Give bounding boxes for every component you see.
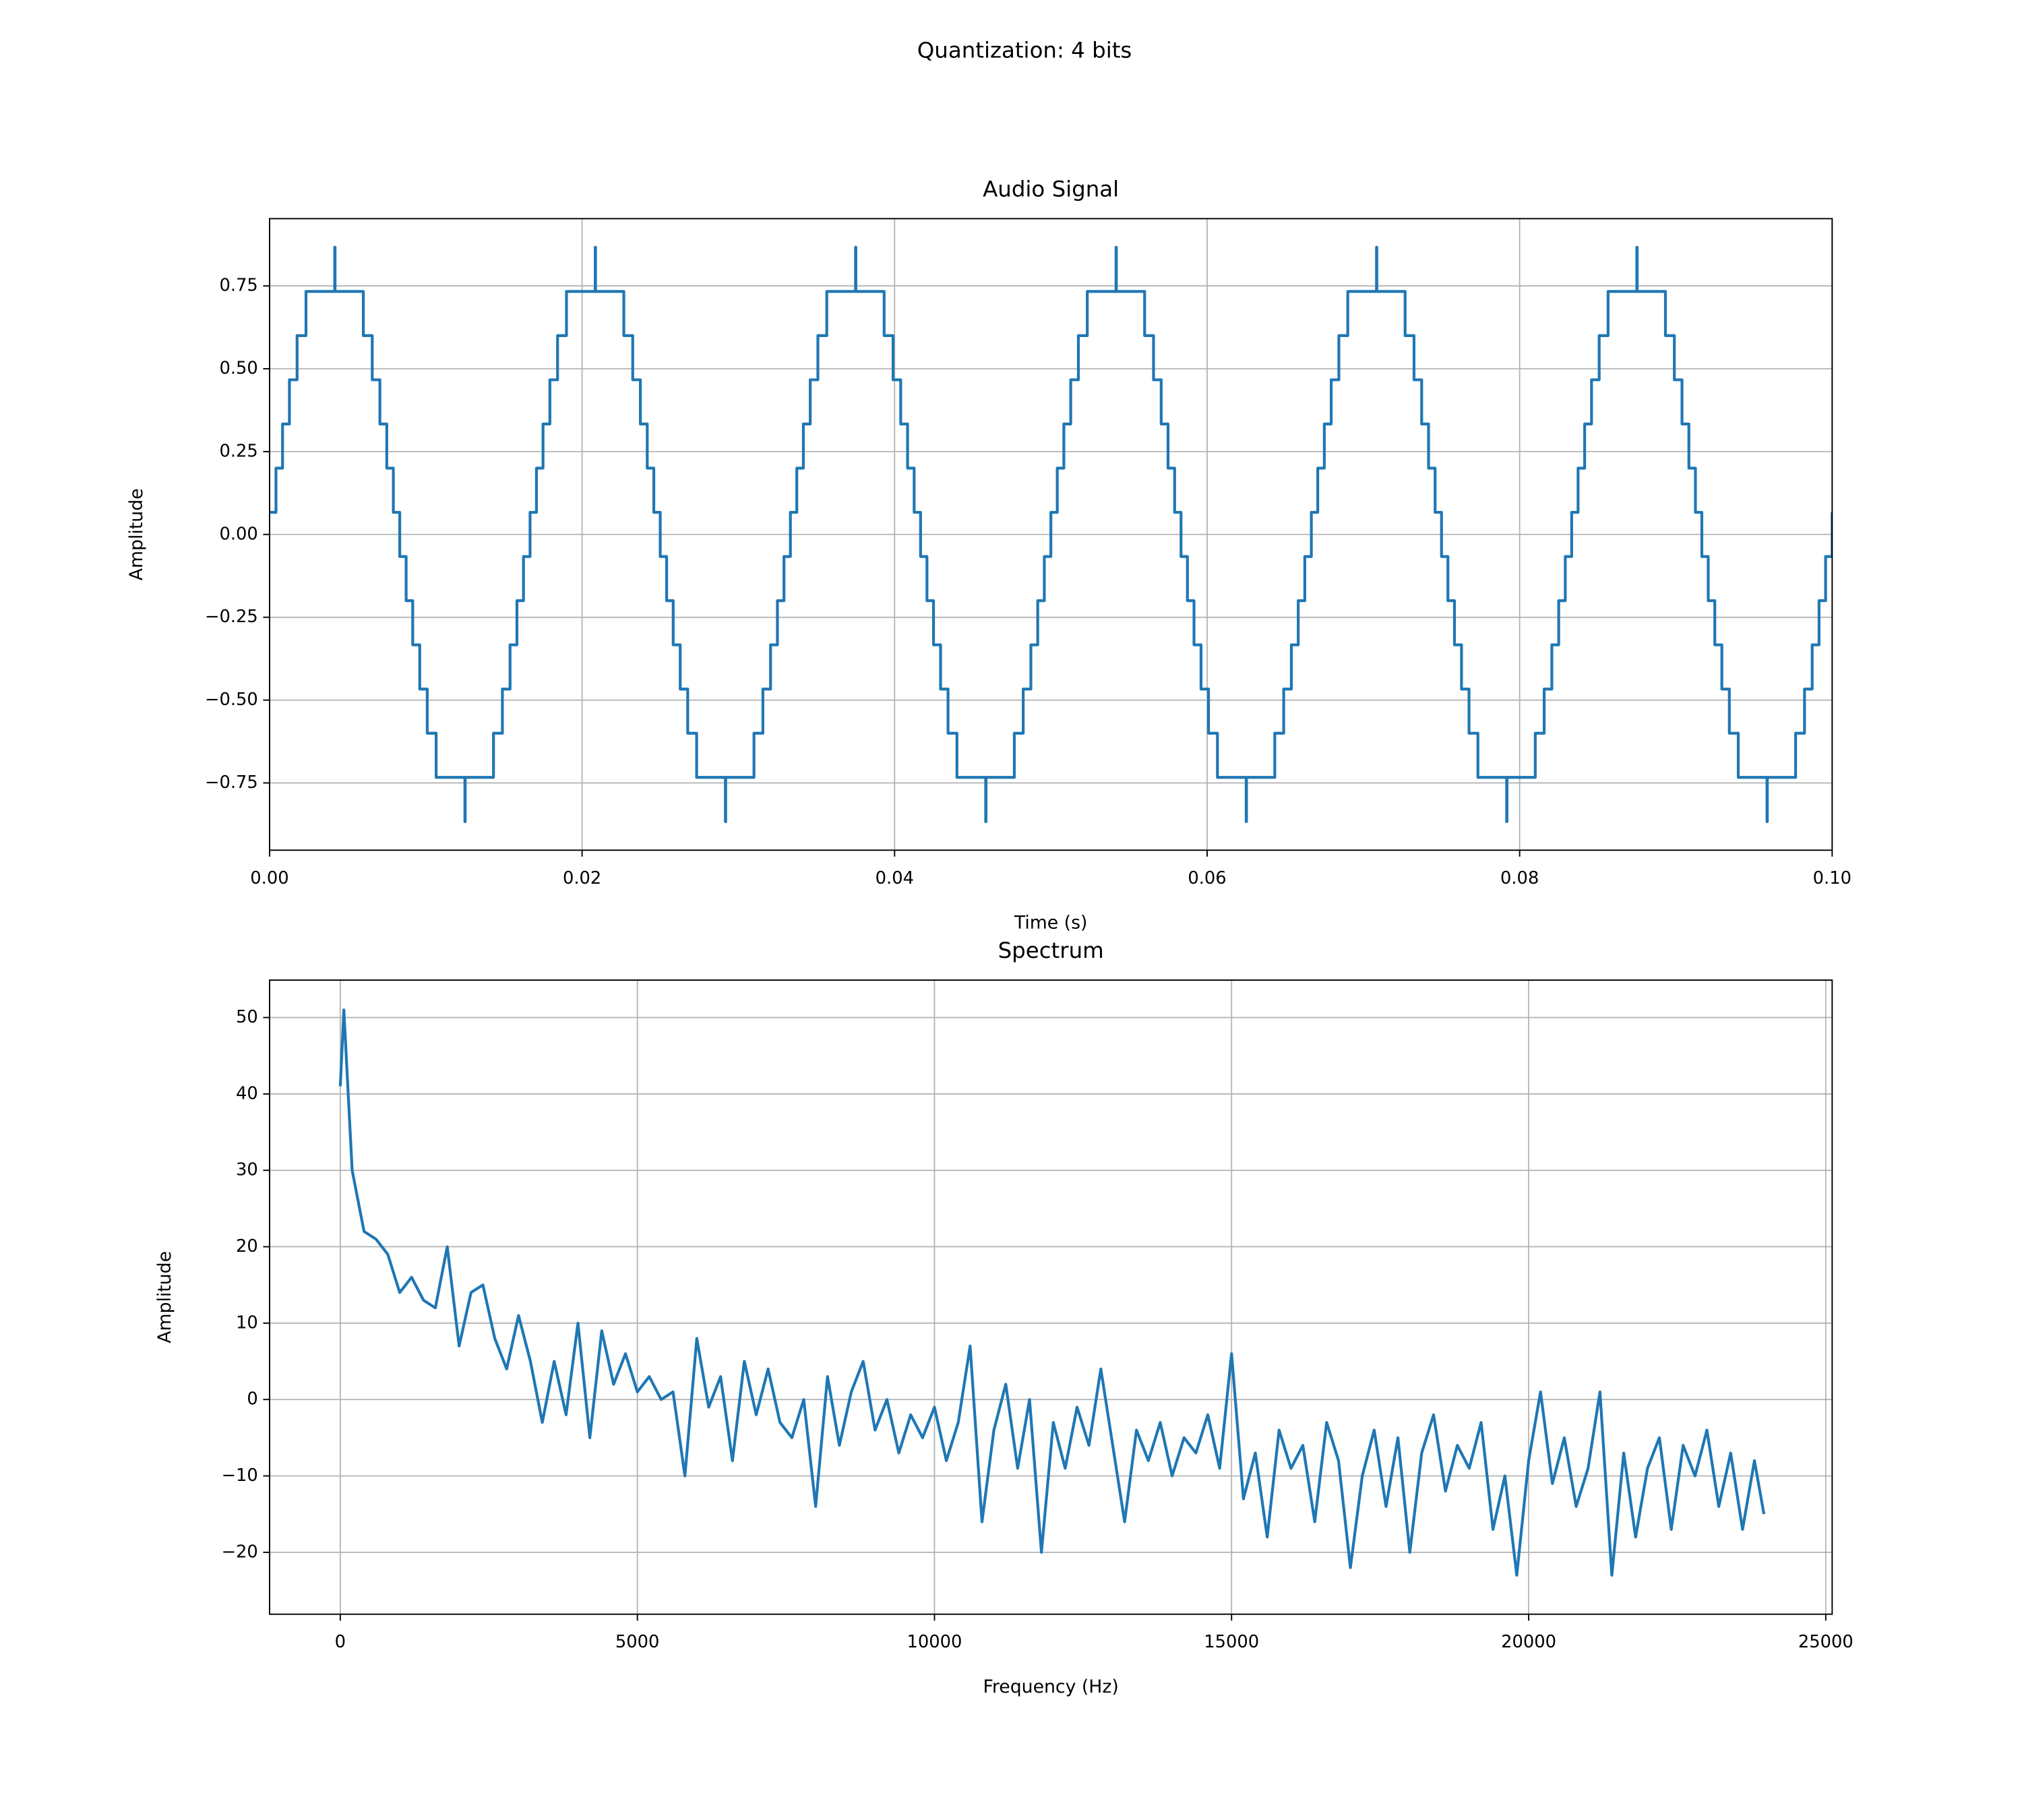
background — [17, 0, 2005, 1820]
data-line — [269, 245, 1833, 823]
data-line — [338, 1008, 1766, 1577]
y-tick-label: 50 — [236, 1007, 258, 1027]
axes-frame — [269, 979, 1833, 1615]
x-tick-label: 0.10 — [1813, 868, 1851, 888]
x-tick-label: 0 — [335, 1632, 346, 1652]
x-tick-label: 0.06 — [1188, 868, 1226, 888]
y-tick-label: 30 — [236, 1160, 258, 1180]
y-tick-label: 0.25 — [219, 441, 257, 461]
y-tick-label: 0.00 — [219, 524, 257, 544]
x-tick-label: 15000 — [1204, 1632, 1259, 1652]
y-tick-label: 0.75 — [219, 276, 257, 296]
axes: 0 5000 10000 15000 20000 25000 −20 −10 0 10 20 30 40… — [154, 938, 1854, 1697]
axes-title: Spectrum — [998, 938, 1104, 963]
x-tick-label: 0.02 — [563, 868, 601, 888]
y-axis-label: Amplitude — [126, 488, 147, 580]
axes-frame — [269, 218, 1833, 851]
axes: 0.00 0.02 0.04 0.06 0.08 0.10 −0.75 −0.50 −0.25 0… — [126, 176, 1851, 933]
y-tick-label: −0.75 — [205, 772, 258, 793]
y-tick-label: 40 — [236, 1083, 258, 1103]
y-tick-label: −0.25 — [205, 607, 258, 627]
y-tick-label: 10 — [236, 1312, 258, 1333]
x-tick-label: 20000 — [1501, 1632, 1556, 1652]
x-tick-label: 10000 — [907, 1632, 962, 1652]
figure-title: Quantization: 4 bits — [917, 37, 1132, 63]
x-axis-label: Frequency (Hz) — [983, 1676, 1118, 1697]
axes-title: Audio Signal — [983, 176, 1119, 202]
plot-area — [269, 245, 1833, 823]
x-tick-label: 5000 — [615, 1632, 660, 1652]
y-tick-label: 0 — [247, 1389, 257, 1409]
y-tick-label: 20 — [236, 1236, 258, 1256]
y-axis-label: Amplitude — [154, 1251, 175, 1343]
x-tick-label: 0.08 — [1500, 868, 1539, 888]
y-tick-label: 0.50 — [219, 359, 257, 379]
y-tick-label: −0.50 — [205, 690, 258, 710]
y-tick-label: −10 — [221, 1465, 257, 1486]
x-tick-label: 0.00 — [250, 868, 288, 888]
x-tick-label: 0.04 — [876, 868, 914, 888]
plot-area — [338, 1008, 1766, 1577]
y-tick-label: −20 — [221, 1542, 257, 1562]
x-tick-label: 25000 — [1798, 1632, 1854, 1652]
x-axis-label: Time (s) — [1014, 913, 1088, 934]
